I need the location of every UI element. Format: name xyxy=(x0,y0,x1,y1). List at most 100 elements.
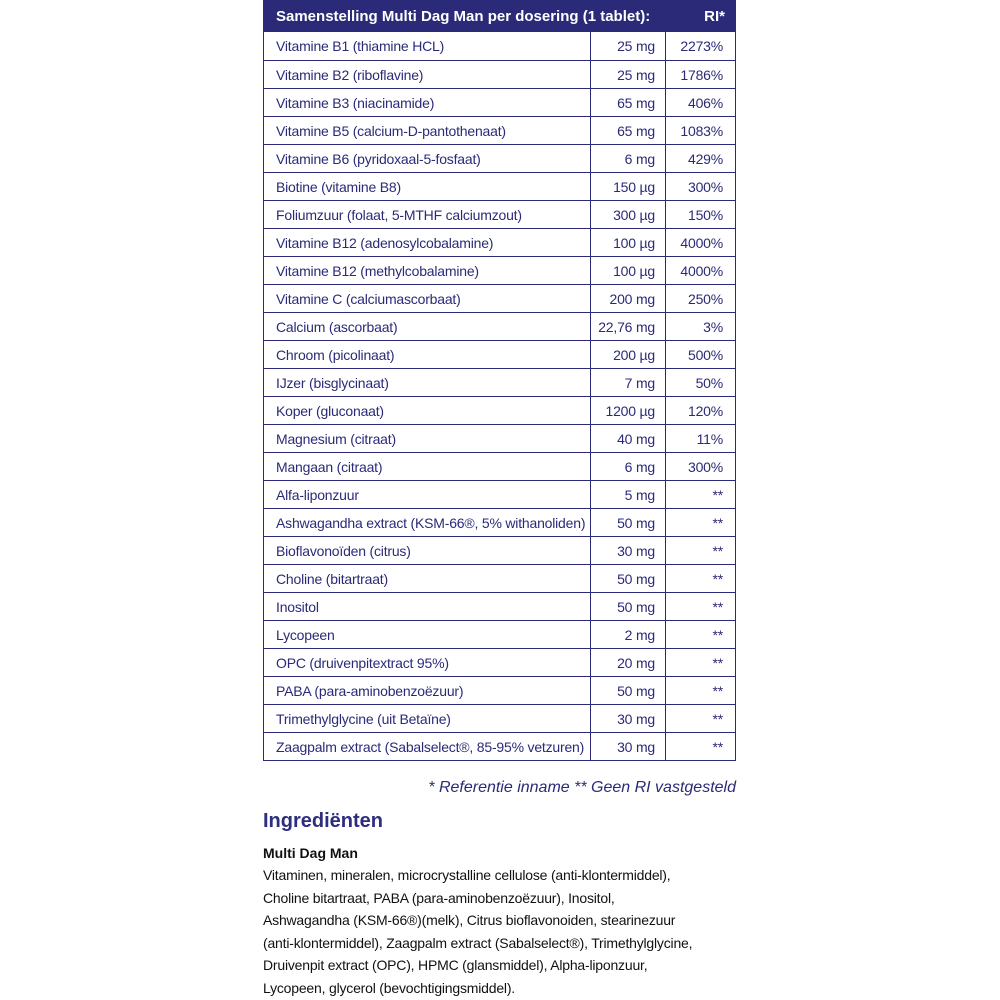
ri-value: ** xyxy=(712,682,724,699)
nutrient-name: Vitamine C (calciumascorbaat) xyxy=(264,285,591,312)
nutrient-name: Foliumzuur (folaat, 5-MTHF calciumzout) xyxy=(264,201,591,228)
table-row: OPC (druivenpitextract 95%) 20 mg ** xyxy=(264,648,735,676)
ri-value: 11% xyxy=(696,430,724,447)
table-row: PABA (para-aminobenzoëzuur) 50 mg ** xyxy=(264,676,735,704)
nutrient-name: Mangaan (citraat) xyxy=(264,453,591,480)
ri-value: 4000% xyxy=(680,262,723,279)
table-row: Vitamine B1 (thiamine HCL) 25 mg 2273% xyxy=(264,32,735,60)
table-row: Magnesium (citraat) 40 mg 11% xyxy=(264,424,735,452)
table-row: Ashwagandha extract (KSM-66®, 5% withano… xyxy=(264,508,735,536)
amount: 30 mg xyxy=(591,705,666,732)
ri-value: 500% xyxy=(687,346,723,363)
ri-value: ** xyxy=(712,542,724,559)
amount: 50 mg xyxy=(591,509,666,536)
nutrient-name: Ashwagandha extract (KSM-66®, 5% withano… xyxy=(264,509,591,536)
table-row: Choline (bitartraat) 50 mg ** xyxy=(264,564,735,592)
nutrient-name: Vitamine B12 (adenosylcobalamine) xyxy=(264,229,591,256)
table-header: Samenstelling Multi Dag Man per dosering… xyxy=(264,0,735,32)
ri-value: ** xyxy=(712,570,724,587)
amount: 300 µg xyxy=(591,201,666,228)
nutrient-name: Biotine (vitamine B8) xyxy=(264,173,591,200)
nutrient-name: IJzer (bisglycinaat) xyxy=(264,369,591,396)
table-row: Vitamine B3 (niacinamide) 65 mg 406% xyxy=(264,88,735,116)
table-row: Alfa-liponzuur 5 mg ** xyxy=(264,480,735,508)
nutrient-name: Vitamine B5 (calcium-D-pantothenaat) xyxy=(264,117,591,144)
nutrient-name: Trimethylglycine (uit Betaïne) xyxy=(264,705,591,732)
ingredients-line: Ashwagandha (KSM-66®)(melk), Citrus biof… xyxy=(263,912,676,929)
ri-value: 1786% xyxy=(680,66,723,83)
footnote: * Referentie inname ** Geen RI vastgeste… xyxy=(428,779,736,796)
amount: 50 mg xyxy=(591,593,666,620)
table-row: Calcium (ascorbaat) 22,76 mg 3% xyxy=(264,312,735,340)
header-title: Samenstelling Multi Dag Man per dosering… xyxy=(276,7,651,25)
table-row: Foliumzuur (folaat, 5-MTHF calciumzout) 3… xyxy=(264,200,735,228)
amount: 150 µg xyxy=(591,173,666,200)
nutrient-name: Inositol xyxy=(264,593,591,620)
table-row: Biotine (vitamine B8) 150 µg 300% xyxy=(264,172,735,200)
nutrient-name: PABA (para-aminobenzoëzuur) xyxy=(264,677,591,704)
ri-value: 3% xyxy=(703,318,723,335)
amount: 200 mg xyxy=(591,285,666,312)
ri-value: ** xyxy=(712,738,724,755)
ingredients-text: Vitaminen, mineralen, microcrystalline c… xyxy=(263,864,693,1000)
amount: 40 mg xyxy=(591,425,666,452)
nutrient-name: Lycopeen xyxy=(264,621,591,648)
amount: 6 mg xyxy=(591,145,666,172)
nutrient-name: Calcium (ascorbaat) xyxy=(264,313,591,340)
table-row: Lycopeen 2 mg ** xyxy=(264,620,735,648)
table-row: Vitamine B5 (calcium-D-pantothenaat) 65 m… xyxy=(264,116,735,144)
table-row: Zaagpalm extract (Sabalselect®, 85-95% v… xyxy=(264,732,735,760)
nutrient-name: Zaagpalm extract (Sabalselect®, 85-95% v… xyxy=(264,733,591,760)
amount: 100 µg xyxy=(591,257,666,284)
table-row: Mangaan (citraat) 6 mg 300% xyxy=(264,452,735,480)
table-row: Trimethylglycine (uit Betaïne) 30 mg ** xyxy=(264,704,735,732)
ri-value: ** xyxy=(712,486,724,503)
amount: 200 µg xyxy=(591,341,666,368)
nutrient-name: Vitamine B6 (pyridoxaal-5-fosfaat) xyxy=(264,145,591,172)
ri-value: 429% xyxy=(687,150,723,167)
ingredients-subtitle: Multi Dag Man xyxy=(263,845,358,861)
ingredients-line: Druivenpit extract (OPC), HPMC (glansmid… xyxy=(263,957,648,974)
table-row: Vitamine B2 (riboflavine) 25 mg 1786% xyxy=(264,60,735,88)
nutrient-name: Alfa-liponzuur xyxy=(264,481,591,508)
ri-value: 300% xyxy=(687,178,723,195)
ingredients-line: Vitaminen, mineralen, microcrystalline c… xyxy=(263,867,671,883)
ri-value: 4000% xyxy=(680,234,723,251)
ri-value: 1083% xyxy=(680,122,723,139)
ri-value: ** xyxy=(712,514,724,531)
nutrient-name: Choline (bitartraat) xyxy=(264,565,591,592)
table-row: Koper (gluconaat) 1200 µg 120% xyxy=(264,396,735,424)
amount: 7 mg xyxy=(591,369,666,396)
amount: 1200 µg xyxy=(591,397,666,424)
ri-value: 150% xyxy=(687,206,723,223)
ri-value: 50% xyxy=(695,374,724,391)
nutrient-name: Vitamine B1 (thiamine HCL) xyxy=(264,32,591,60)
amount: 100 µg xyxy=(591,229,666,256)
amount: 25 mg xyxy=(591,32,666,60)
amount: 30 mg xyxy=(591,537,666,564)
table-row: Vitamine C (calciumascorbaat) 200 mg 250% xyxy=(264,284,735,312)
amount: 22,76 mg xyxy=(591,313,666,340)
ri-value: ** xyxy=(712,654,724,671)
amount: 6 mg xyxy=(591,453,666,480)
amount: 20 mg xyxy=(591,649,666,676)
ri-value: 2273% xyxy=(680,38,723,54)
amount: 25 mg xyxy=(591,61,666,88)
table-row: Vitamine B6 (pyridoxaal-5-fosfaat) 6 mg 42… xyxy=(264,144,735,172)
ingredients-line: (anti-klontermiddel), Zaagpalm extract (… xyxy=(263,934,693,951)
amount: 2 mg xyxy=(591,621,666,648)
ri-value: 120% xyxy=(687,402,723,419)
header-ri: RI* xyxy=(704,7,725,25)
amount: 50 mg xyxy=(591,677,666,704)
table-row: Vitamine B12 (adenosylcobalamine) 100 µg 4… xyxy=(264,228,735,256)
table-row: IJzer (bisglycinaat) 7 mg 50% xyxy=(264,368,735,396)
ri-value: ** xyxy=(712,710,724,727)
ri-value: 250% xyxy=(687,290,723,307)
nutrient-name: Vitamine B12 (methylcobalamine) xyxy=(264,257,591,284)
table-body: Vitamine B1 (thiamine HCL) 25 mg 2273% Vita… xyxy=(264,32,735,760)
table-row: Bioflavonoïden (citrus) 30 mg ** xyxy=(264,536,735,564)
nutrient-name: Koper (gluconaat) xyxy=(264,397,591,424)
ri-value: ** xyxy=(712,598,724,615)
ri-value: 300% xyxy=(687,458,723,475)
